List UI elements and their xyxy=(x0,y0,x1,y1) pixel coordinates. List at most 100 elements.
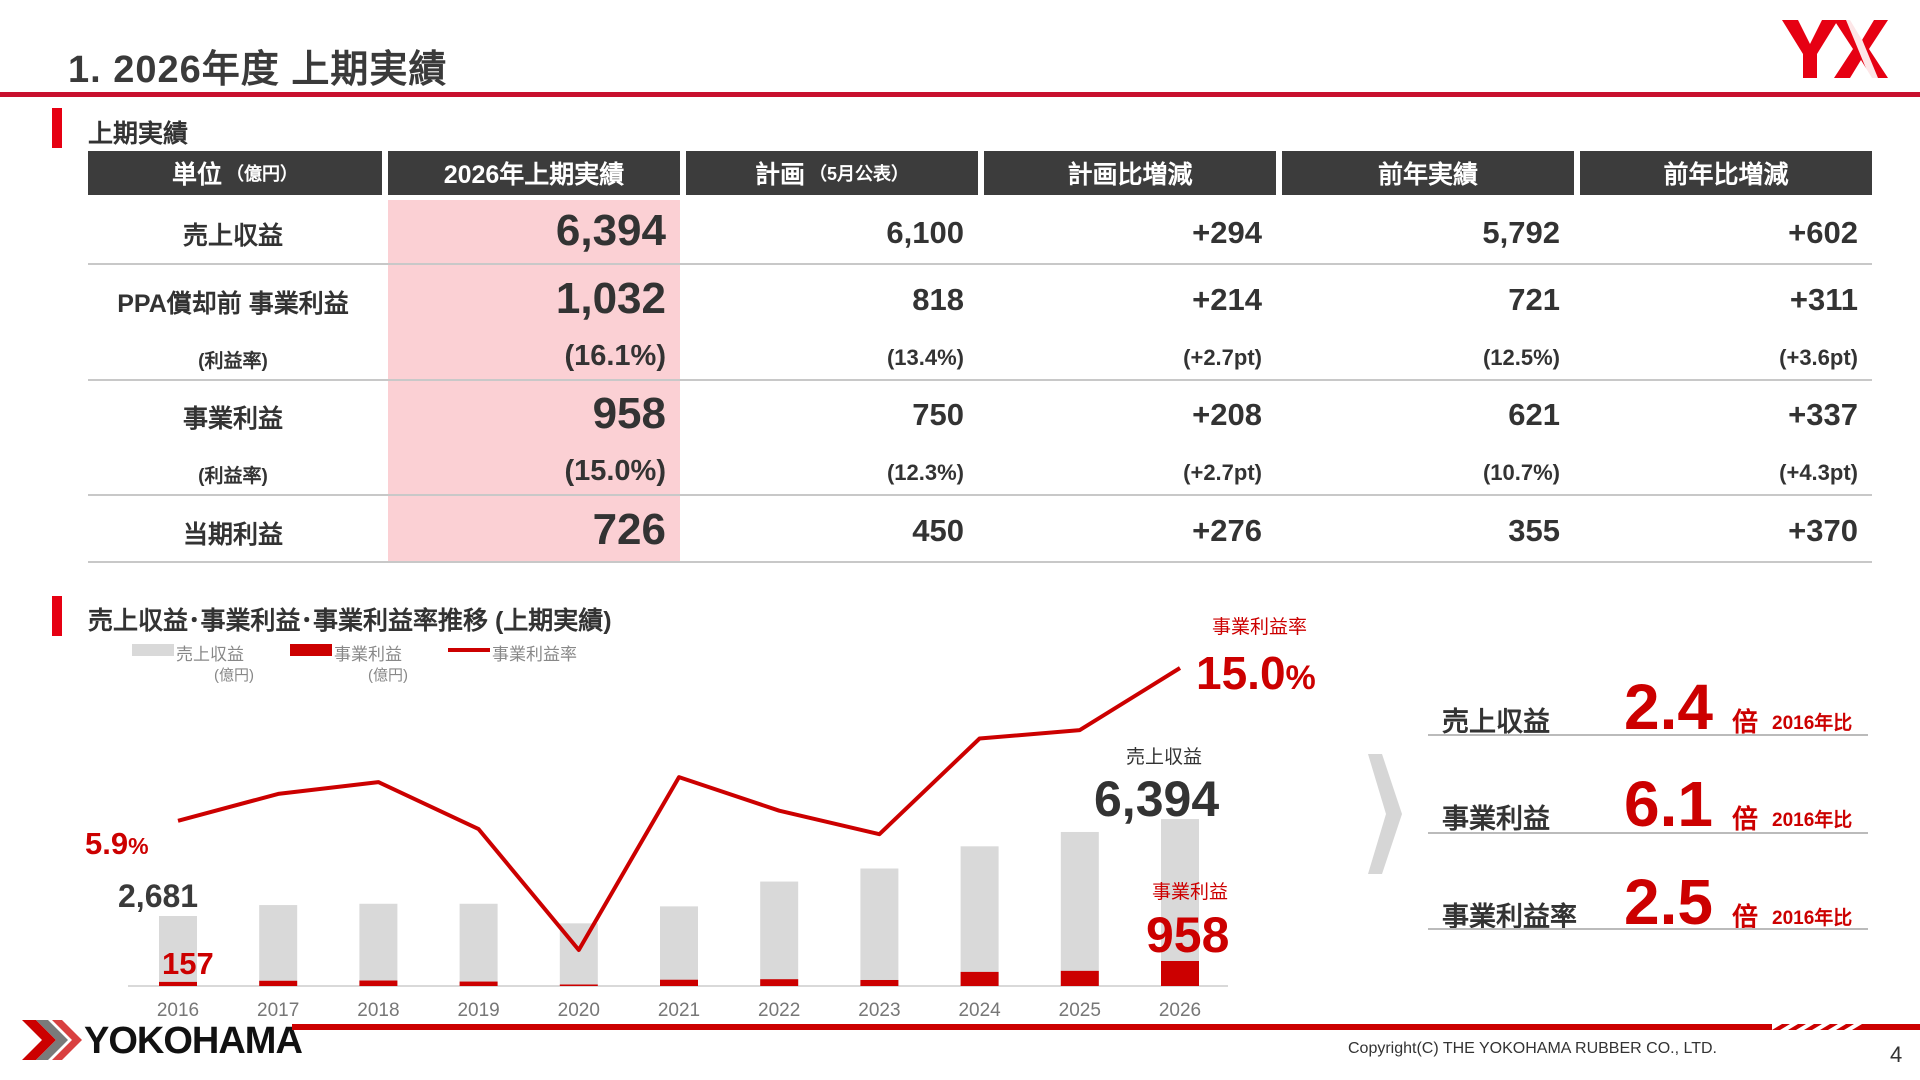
row-label-margin: (利益率) xyxy=(198,466,268,487)
chart-section-title: 売上収益･事業利益･事業利益率推移 (上期実績) xyxy=(88,607,612,635)
table-cell: (13.4%) xyxy=(886,345,964,370)
x-tick-label: 2017 xyxy=(257,1000,299,1021)
table-cell: 5,792 xyxy=(1482,215,1560,250)
x-tick-label: 2026 xyxy=(1159,1000,1201,1021)
x-tick-label: 2025 xyxy=(1059,1000,1101,1021)
table-cell: 1,032 xyxy=(555,274,666,323)
table-cell: (16.1%) xyxy=(564,340,666,372)
table-cell: +214 xyxy=(1192,282,1262,317)
summary-unit-margin: 倍 xyxy=(1732,902,1759,932)
table-cell: +276 xyxy=(1192,513,1262,548)
row-divider xyxy=(88,494,1872,496)
profit-bar xyxy=(860,979,899,986)
revenue-bar xyxy=(960,846,999,986)
summary-label-revenue: 売上収益 xyxy=(1442,707,1550,737)
x-tick-label: 2020 xyxy=(558,1000,600,1021)
table-cell: 750 xyxy=(912,397,964,432)
start-profit-label: 157 xyxy=(162,946,214,981)
profit-bar xyxy=(359,980,398,986)
end-margin-caption: 事業利益率 xyxy=(1212,617,1308,638)
table-cell: +208 xyxy=(1192,397,1262,432)
chevron-right-icon xyxy=(1368,754,1402,874)
page-title: 1. 2026年度 上期実績 xyxy=(68,49,448,91)
legend-swatch-profit xyxy=(290,644,332,656)
profit-bar xyxy=(159,981,197,986)
table-cell: +337 xyxy=(1788,397,1858,432)
col-header-actual: 2026年上期実績 xyxy=(388,151,680,195)
summary-divider xyxy=(1428,734,1868,736)
legend-unit-profit: (億円) xyxy=(368,667,408,684)
summary-value-profit: 6.1 xyxy=(1624,768,1713,840)
table-cell: +370 xyxy=(1788,513,1858,548)
row-label-revenue: 売上収益 xyxy=(182,222,283,250)
end-profit-value: 958 xyxy=(1146,907,1230,963)
row-label-business-profit: 事業利益 xyxy=(182,405,283,433)
legend-label-profit: 事業利益 xyxy=(334,645,402,664)
table-cell: 818 xyxy=(912,282,964,317)
summary-divider xyxy=(1428,832,1868,834)
start-margin-label: 5.9% xyxy=(85,826,149,861)
table-cell: +294 xyxy=(1192,215,1262,250)
footer-stripes xyxy=(1772,1024,1920,1030)
legend-unit-revenue: (億円) xyxy=(214,667,254,684)
end-margin-value: 15.0% xyxy=(1196,647,1316,699)
col-header-prev-diff: 前年比増減 xyxy=(1580,151,1872,195)
yokohama-emblem xyxy=(22,1020,82,1060)
x-tick-label: 2018 xyxy=(357,1000,399,1021)
table-cell: (+4.3pt) xyxy=(1779,460,1858,485)
table-cell: 6,394 xyxy=(555,206,666,255)
table-cell: +602 xyxy=(1788,215,1858,250)
summary-value-margin: 2.5 xyxy=(1624,866,1713,938)
footer-rule xyxy=(292,1024,1772,1030)
table-cell: 726 xyxy=(592,505,666,554)
summary-label-margin: 事業利益率 xyxy=(1442,902,1577,932)
revenue-bar xyxy=(860,868,899,986)
col-header-unit: 単位 （億円） xyxy=(88,151,382,195)
legend-swatch-revenue xyxy=(132,644,174,656)
profit-bar xyxy=(960,971,999,986)
revenue-bar xyxy=(660,906,698,986)
revenue-bar xyxy=(159,916,197,986)
section-marker xyxy=(52,596,62,636)
summary-note-margin: 2016年比 xyxy=(1772,908,1853,929)
col-header-plan: 計画 （5月公表） xyxy=(686,151,978,195)
summary-note-revenue: 2016年比 xyxy=(1772,713,1853,734)
table-cell: 6,100 xyxy=(886,215,964,250)
table-cell: 621 xyxy=(1508,397,1560,432)
x-tick-label: 2024 xyxy=(958,1000,1001,1021)
x-tick-label: 2022 xyxy=(758,1000,800,1021)
profit-bar xyxy=(760,979,799,986)
summary-label-profit: 事業利益 xyxy=(1442,804,1550,834)
table-cell: (12.5%) xyxy=(1482,345,1560,370)
table-cell: 721 xyxy=(1508,282,1560,317)
highlight-column xyxy=(388,200,680,562)
copyright: Copyright(C) THE YOKOHAMA RUBBER CO., LT… xyxy=(1348,1040,1717,1057)
section-marker xyxy=(52,108,62,148)
revenue-bar xyxy=(760,881,799,986)
yx-logo xyxy=(1782,20,1888,78)
profit-bar xyxy=(459,981,498,986)
table-cell: (+2.7pt) xyxy=(1183,345,1262,370)
legend-label-revenue: 売上収益 xyxy=(176,645,244,664)
end-revenue-caption: 売上収益 xyxy=(1126,747,1203,768)
table-cell: (+2.7pt) xyxy=(1183,460,1262,485)
revenue-bar xyxy=(359,903,398,986)
legend-swatch-margin xyxy=(448,648,490,652)
row-label-net-income: 当期利益 xyxy=(182,521,283,549)
profit-bar xyxy=(259,980,298,986)
title-rule xyxy=(0,92,1920,97)
col-header-prev-year: 前年実績 xyxy=(1282,151,1574,195)
table-cell: 355 xyxy=(1508,513,1560,548)
page-number: 4 xyxy=(1890,1042,1903,1067)
revenue-bar xyxy=(259,905,298,986)
table-cell: (12.3%) xyxy=(886,460,964,485)
start-revenue-label: 2,681 xyxy=(118,878,199,914)
profit-bar xyxy=(559,984,598,986)
row-label-margin: (利益率) xyxy=(198,351,268,372)
brand-logo: YOKOHAMA xyxy=(84,1020,303,1062)
table-cell: (15.0%) xyxy=(564,455,666,487)
summary-value-revenue: 2.4 xyxy=(1624,671,1713,743)
summary-unit-revenue: 倍 xyxy=(1732,707,1759,737)
x-tick-label: 2016 xyxy=(157,1000,199,1021)
